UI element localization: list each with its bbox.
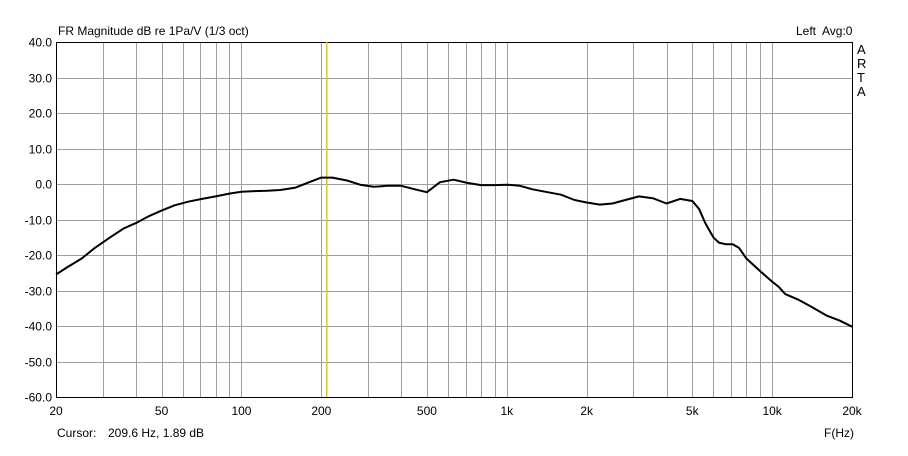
y-tick-label: -50.0 [25, 356, 53, 370]
brand-letter-r: R [857, 56, 867, 71]
y-tick-label: 30.0 [29, 72, 53, 86]
x-tick-label: 2k [580, 404, 594, 418]
x-tick-label: 1k [500, 404, 514, 418]
x-tick-label: 50 [155, 404, 169, 418]
y-tick-label: 40.0 [29, 36, 53, 50]
x-tick-label: 20k [842, 404, 862, 418]
chart-title: FR Magnitude dB re 1Pa/V (1/3 oct) [58, 24, 249, 38]
brand-letter-t: T [857, 70, 865, 85]
y-tick-label: -20.0 [25, 249, 53, 263]
y-tick-label: 10.0 [29, 143, 53, 157]
x-tick-label: 20 [49, 404, 63, 418]
response-curve [55, 176, 853, 328]
x-tick-label: 100 [231, 404, 251, 418]
x-tick-label: 10k [762, 404, 782, 418]
x-tick-label: 200 [311, 404, 331, 418]
x-tick-label: 500 [417, 404, 437, 418]
channel-label: Left [796, 24, 817, 38]
cursor-readout: 209.6 Hz, 1.89 dB [108, 426, 205, 440]
avg-label: Avg:0 [822, 24, 853, 38]
x-axis-unit: F(Hz) [824, 426, 854, 440]
y-tick-label: -40.0 [25, 320, 53, 334]
cursor-label: Cursor: [57, 426, 97, 440]
y-tick-label: 20.0 [29, 107, 53, 121]
y-tick-label: -60.0 [25, 391, 53, 405]
y-tick-label: -30.0 [25, 285, 53, 299]
brand-letter-a1: A [857, 42, 866, 57]
y-tick-label: -10.0 [25, 214, 53, 228]
x-tick-label: 5k [686, 404, 700, 418]
y-tick-label: 0.0 [35, 178, 52, 192]
plot-frame [56, 42, 853, 398]
brand-letter-a2: A [857, 84, 866, 99]
